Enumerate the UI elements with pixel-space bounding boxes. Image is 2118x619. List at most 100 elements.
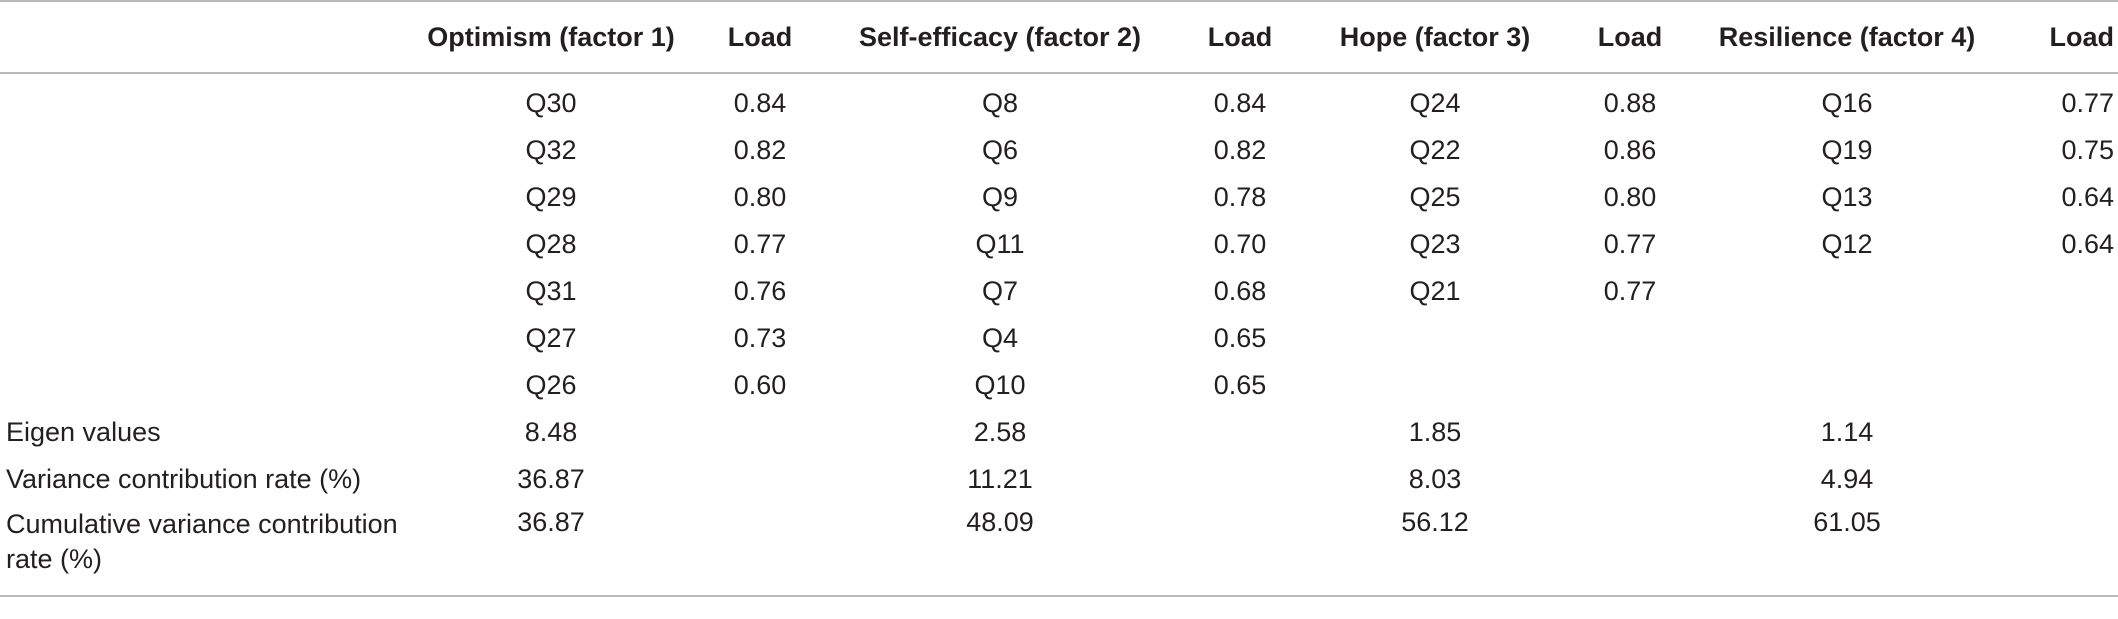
cell-resilience-load: [2006, 268, 2118, 315]
variance-rate-label: Variance contribution rate (%): [6, 464, 362, 494]
factor-loading-table: Optimism (factor 1) Load Self-efficacy (…: [0, 0, 2118, 597]
cell-hope-item: [1298, 315, 1572, 362]
variance-rate-self-efficacy: 11.21: [967, 464, 1033, 494]
cumulative-variance-resilience: 61.05: [1688, 503, 2006, 597]
cell-hope-item: [1298, 362, 1572, 409]
cell-optimism-load: 0.80: [733, 182, 787, 212]
table-row: Q29 0.80 Q9 0.78 Q25 0.80 Q13 0.64: [0, 174, 2118, 221]
table-row: Q31 0.76 Q7 0.68 Q21 0.77: [0, 268, 2118, 315]
table-row: Q30 0.84 Q8 0.84 Q24 0.88 Q16 0.77: [0, 73, 2118, 127]
cell-self-efficacy-load: 0.65: [1213, 323, 1267, 353]
header-self-efficacy: Self-efficacy (factor 2): [818, 0, 1182, 74]
cell-optimism-load: 0.82: [733, 135, 787, 165]
variance-rate-resilience: 4.94: [1820, 464, 1874, 494]
cell-self-efficacy-load: 0.82: [1213, 135, 1267, 165]
empty-cell: [1182, 503, 1298, 597]
eigen-value-hope: 1.85: [1408, 417, 1462, 447]
cell-self-efficacy-item: Q9: [981, 182, 1019, 212]
cumulative-variance-row: Cumulative variance contribution rate (%…: [0, 503, 2118, 597]
header-load-2: Load: [1182, 0, 1298, 74]
cell-optimism-load: 0.77: [733, 229, 787, 259]
cell-self-efficacy-load: 0.65: [1213, 370, 1267, 400]
empty-cell: [1572, 456, 1688, 503]
empty-cell: [1182, 456, 1298, 503]
cell-optimism-item: Q31: [525, 276, 577, 306]
empty-cell: [1182, 409, 1298, 456]
eigen-values-row: Eigen values 8.48 2.58 1.85 1.14: [0, 409, 2118, 456]
cell-optimism-item: Q30: [525, 88, 577, 118]
cell-hope-item: Q25: [1409, 182, 1461, 212]
cell-optimism-load: 0.73: [733, 323, 787, 353]
cell-resilience-item: Q12: [1821, 229, 1873, 259]
cell-hope-load: 0.77: [1603, 229, 1657, 259]
header-load-4: Load: [2006, 0, 2118, 74]
cell-self-efficacy-load: 0.84: [1213, 88, 1267, 118]
row-stub: [0, 362, 400, 409]
row-stub: [0, 127, 400, 174]
cell-resilience-load: 0.64: [2061, 229, 2114, 259]
cell-self-efficacy-item: Q4: [981, 323, 1019, 353]
cell-hope-load: [1572, 315, 1688, 362]
cell-optimism-item: Q26: [525, 370, 577, 400]
cell-optimism-item: Q28: [525, 229, 577, 259]
cumulative-variance-label: Cumulative variance contribution rate (%…: [0, 503, 400, 597]
cell-resilience-item: [1688, 315, 2006, 362]
cell-self-efficacy-item: Q7: [981, 276, 1019, 306]
cell-resilience-item: [1688, 268, 2006, 315]
cell-self-efficacy-item: Q10: [974, 370, 1026, 400]
row-stub: [0, 221, 400, 268]
cell-self-efficacy-item: Q8: [981, 88, 1019, 118]
empty-cell: [2006, 409, 2118, 456]
cell-resilience-item: [1688, 362, 2006, 409]
cumulative-variance-optimism: 36.87: [400, 503, 702, 597]
cell-hope-load: 0.77: [1603, 276, 1657, 306]
cell-hope-load: [1572, 362, 1688, 409]
row-stub: [0, 73, 400, 127]
cell-optimism-item: Q27: [525, 323, 577, 353]
table-row: Q32 0.82 Q6 0.82 Q22 0.86 Q19 0.75: [0, 127, 2118, 174]
cell-hope-load: 0.88: [1603, 88, 1657, 118]
eigen-values-label: Eigen values: [6, 417, 161, 447]
cell-optimism-load: 0.84: [733, 88, 787, 118]
table-header-row: Optimism (factor 1) Load Self-efficacy (…: [0, 0, 2118, 74]
empty-cell: [702, 503, 818, 597]
factor-loading-table-container: Optimism (factor 1) Load Self-efficacy (…: [0, 0, 2118, 597]
row-stub: [0, 268, 400, 315]
cell-resilience-item: Q13: [1821, 182, 1873, 212]
eigen-value-self-efficacy: 2.58: [973, 417, 1027, 447]
cell-resilience-load: 0.77: [2061, 88, 2114, 118]
cell-self-efficacy-load: 0.70: [1213, 229, 1267, 259]
eigen-value-resilience: 1.14: [1820, 417, 1874, 447]
row-stub: [0, 174, 400, 221]
cell-resilience-load: [2006, 362, 2118, 409]
cumulative-variance-hope: 56.12: [1298, 503, 1572, 597]
cell-resilience-load: [2006, 315, 2118, 362]
header-resilience: Resilience (factor 4): [1688, 0, 2006, 74]
empty-cell: [702, 456, 818, 503]
empty-cell: [1572, 503, 1688, 597]
empty-cell: [2006, 503, 2118, 597]
table-row: Q28 0.77 Q11 0.70 Q23 0.77 Q12 0.64: [0, 221, 2118, 268]
header-optimism: Optimism (factor 1): [400, 0, 702, 74]
cell-self-efficacy-load: 0.68: [1213, 276, 1267, 306]
cell-optimism-load: 0.60: [733, 370, 787, 400]
cell-hope-load: 0.80: [1603, 182, 1657, 212]
cell-hope-item: Q22: [1409, 135, 1461, 165]
eigen-value-optimism: 8.48: [524, 417, 578, 447]
table-row: Q26 0.60 Q10 0.65: [0, 362, 2118, 409]
cell-hope-load: 0.86: [1603, 135, 1657, 165]
cell-self-efficacy-load: 0.78: [1213, 182, 1267, 212]
header-load-1: Load: [702, 0, 818, 74]
header-load-3: Load: [1572, 0, 1688, 74]
cell-self-efficacy-item: Q11: [975, 229, 1025, 259]
cumulative-variance-self-efficacy: 48.09: [818, 503, 1182, 597]
cell-self-efficacy-item: Q6: [981, 135, 1019, 165]
variance-rate-row: Variance contribution rate (%) 36.87 11.…: [0, 456, 2118, 503]
row-stub: [0, 315, 400, 362]
cell-optimism-item: Q32: [525, 135, 577, 165]
header-hope: Hope (factor 3): [1298, 0, 1572, 74]
cell-resilience-load: 0.75: [2061, 135, 2114, 165]
cell-resilience-load: 0.64: [2061, 182, 2114, 212]
header-stub: [0, 0, 400, 74]
empty-cell: [2006, 456, 2118, 503]
